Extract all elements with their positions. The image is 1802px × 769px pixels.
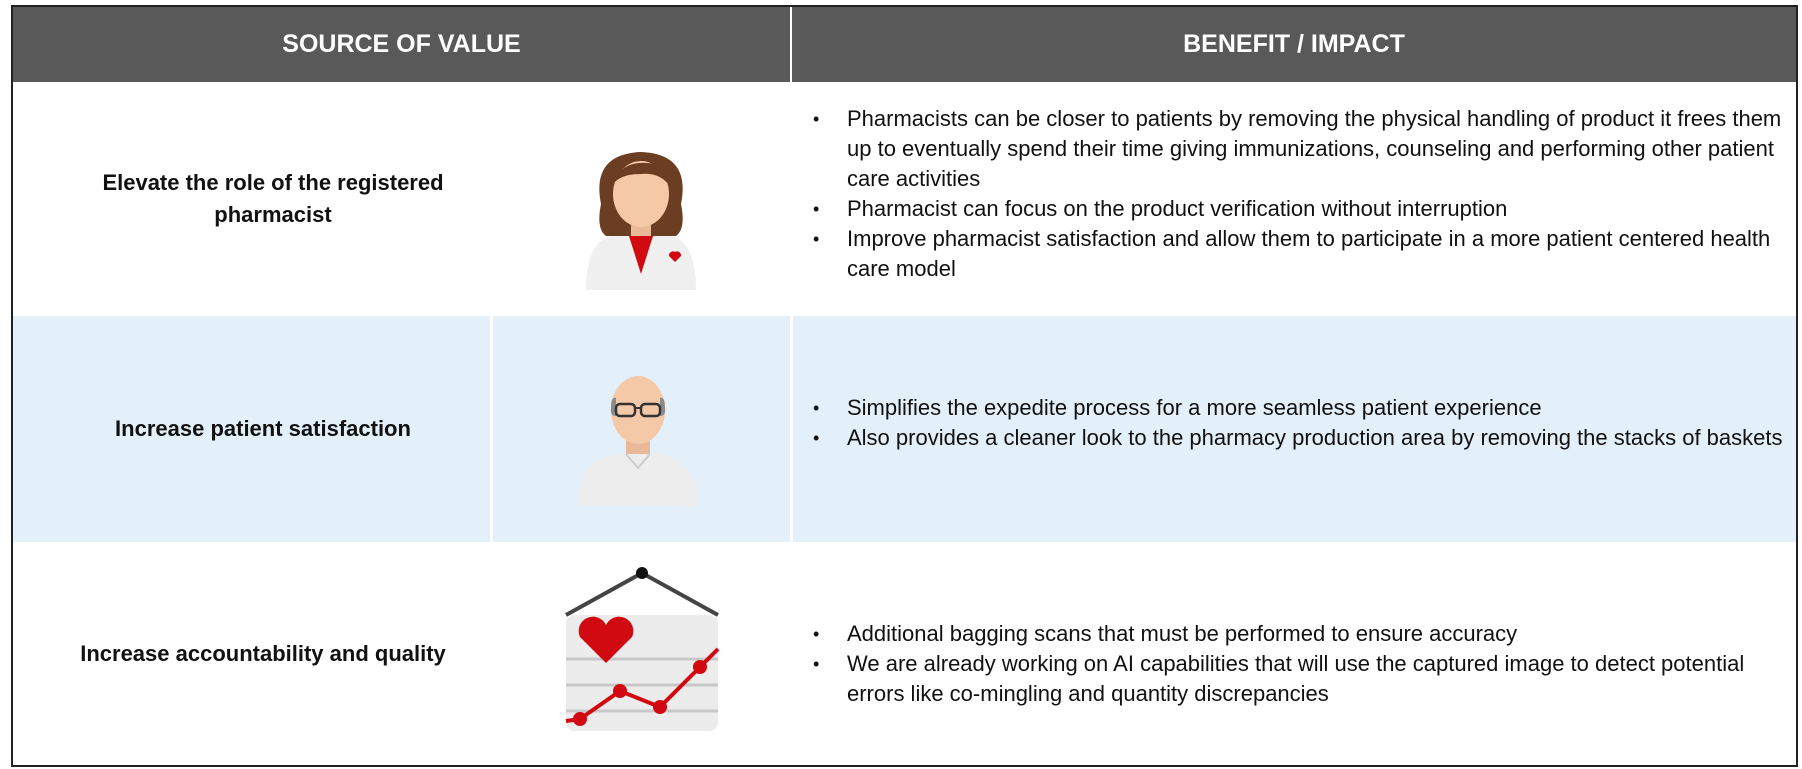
divider — [790, 316, 793, 542]
column-header: SOURCE OF VALUE — [13, 7, 790, 82]
divider — [490, 316, 493, 542]
source-cell: Elevate the role of the registered pharm… — [102, 170, 444, 227]
bullet-item: Pharmacists can be closer to patients by… — [813, 104, 1802, 194]
table-row: Increase accountability and quality Addi… — [13, 542, 1796, 765]
bullet-item: We are already working on AI capabilitie… — [813, 649, 1802, 709]
pharmacist-icon — [586, 152, 696, 290]
table-row: Elevate the role of the registered pharm… — [13, 82, 1796, 316]
bullet-item: Simplifies the expedite process for a mo… — [813, 393, 1802, 423]
bullet-item: Also provides a cleaner look to the phar… — [813, 423, 1802, 453]
bullet-item: Pharmacist can focus on the product veri… — [813, 194, 1802, 224]
patient-icon — [578, 376, 698, 506]
column-header: BENEFIT / IMPACT — [792, 7, 1796, 82]
benefit-list: Simplifies the expedite process for a mo… — [813, 393, 1802, 453]
benefit-list: Pharmacists can be closer to patients by… — [813, 104, 1802, 284]
bullet-item: Additional bagging scans that must be pe… — [813, 619, 1802, 649]
benefit-list: Additional bagging scans that must be pe… — [813, 619, 1802, 709]
bullet-item: Improve pharmacist satisfaction and allo… — [813, 224, 1802, 284]
chart-icon — [565, 567, 720, 731]
source-cell: Increase accountability and quality — [80, 640, 446, 666]
table: SOURCE OF VALUE BENEFIT / IMPACT Elevate… — [11, 5, 1798, 767]
table-row: Increase patient satisfaction Simplifies… — [13, 316, 1796, 542]
source-cell: Increase patient satisfaction — [115, 416, 411, 441]
